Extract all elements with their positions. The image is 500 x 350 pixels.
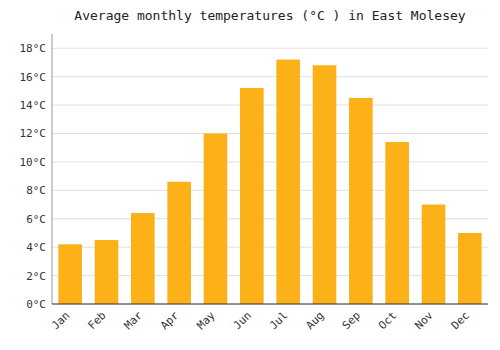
y-tick-label: 6°C: [26, 213, 46, 226]
y-axis: 0°C 2°C 4°C 6°C 8°C 10°C 12°C 14°C 16°C 18°C: [20, 42, 489, 311]
y-tick-label: 0°C: [26, 298, 46, 311]
x-tick-label: Jul: [267, 309, 290, 332]
x-tick-label: Oct: [376, 309, 399, 332]
bar: [385, 142, 409, 304]
y-tick-label: 14°C: [20, 99, 47, 112]
y-tick-label: 12°C: [20, 127, 47, 140]
bar: [58, 244, 82, 304]
y-tick-label: 8°C: [26, 184, 46, 197]
bar: [204, 133, 228, 304]
grid-line: [52, 105, 488, 106]
x-tick-label: Mar: [122, 309, 146, 333]
y-tick-label: 18°C: [20, 42, 47, 55]
title: Average monthly temperatures (°C ) in Ea…: [74, 8, 466, 23]
grid-line: [52, 304, 488, 305]
grid-line: [52, 133, 488, 134]
x-tick-label: Dec: [449, 309, 472, 332]
y-tick-label: 16°C: [20, 71, 47, 84]
x-tick-label: Apr: [158, 309, 182, 333]
bar: [276, 60, 300, 304]
grid-line: [52, 76, 488, 77]
bar: [422, 205, 446, 304]
bar: [95, 240, 119, 304]
bar: [131, 213, 155, 304]
bars: [58, 60, 481, 304]
y-axis-line: [52, 34, 53, 304]
chart-container: 0°C 2°C 4°C 6°C 8°C 10°C 12°C 14°C 16°C 18°C Jan Fe…: [0, 0, 500, 350]
chart-svg: 0°C 2°C 4°C 6°C 8°C 10°C 12°C 14°C 16°C 18°C Jan Fe…: [0, 0, 500, 350]
x-tick-label: Sep: [340, 309, 363, 332]
grid-line: [52, 48, 488, 49]
y-tick-label: 2°C: [26, 270, 46, 283]
bar: [313, 65, 337, 304]
y-tick-label: 10°C: [20, 156, 47, 169]
x-axis: Jan Feb Mar Apr May Jun Jul Aug Sep Oct Nov Dec: [49, 304, 488, 332]
x-tick-label: Aug: [303, 309, 326, 332]
bar: [240, 88, 264, 304]
x-tick-label: May: [194, 309, 218, 333]
x-tick-label: Jun: [231, 309, 254, 332]
bar: [349, 98, 373, 304]
bar: [167, 182, 191, 304]
grid-line: [52, 161, 488, 162]
grid-line: [52, 190, 488, 191]
bar: [458, 233, 482, 304]
y-tick-label: 4°C: [26, 241, 46, 254]
x-tick-label: Nov: [412, 309, 436, 333]
x-tick-label: Feb: [85, 309, 108, 332]
x-axis-line: [52, 304, 488, 305]
x-tick-label: Jan: [49, 309, 72, 332]
